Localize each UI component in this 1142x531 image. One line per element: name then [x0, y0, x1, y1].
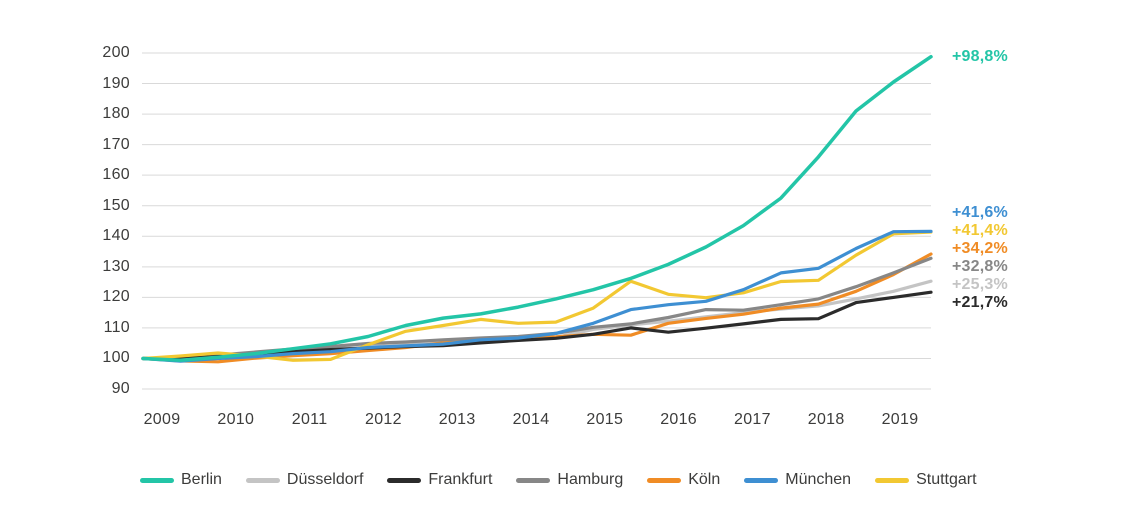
end-label-stuttgart: +41,4%	[952, 222, 1008, 240]
legend-item-berlin: Berlin	[140, 471, 222, 489]
legend-swatch-stuttgart-icon	[875, 477, 910, 483]
legend-swatch-koln-icon	[647, 477, 682, 483]
end-label-dusseldorf: +25,3%	[952, 276, 1008, 294]
y-tick-label-180: 180	[102, 105, 130, 123]
legend-label-koln: Köln	[688, 471, 721, 488]
legend-label-hamburg: Hamburg	[557, 471, 624, 488]
x-tick-label-2010: 2010	[217, 411, 255, 428]
line-hamburg	[141, 256, 933, 361]
y-tick-label-120: 120	[102, 288, 130, 306]
x-tick-label-2016: 2016	[660, 411, 697, 428]
end-label-berlin: +98,8%	[952, 47, 1008, 65]
legend-item-munchen: München	[744, 471, 851, 489]
y-tick-label-200: 200	[102, 44, 130, 61]
legend-label-berlin: Berlin	[181, 471, 222, 488]
y-tick-label-130: 130	[102, 257, 130, 275]
x-tick-label-2018: 2018	[807, 411, 845, 428]
end-label-munchen: +41,6%	[952, 204, 1008, 222]
legend-swatch-munchen-icon	[744, 477, 779, 483]
y-tick-label-160: 160	[102, 166, 130, 184]
y-tick-label-140: 140	[102, 227, 130, 245]
end-label-frankfurt: +21,7%	[952, 294, 1008, 312]
x-tick-label-2011: 2011	[291, 411, 328, 428]
legend-label-dusseldorf: Düsseldorf	[286, 471, 364, 488]
x-tick-label-2015: 2015	[586, 411, 624, 428]
legend-swatch-frankfurt-icon	[387, 477, 422, 483]
legend-swatch-dusseldorf-icon	[245, 477, 280, 483]
y-tick-label-170: 170	[102, 135, 130, 153]
y-tick-label-190: 190	[102, 74, 130, 92]
line-frankfurt	[141, 290, 933, 361]
line-stuttgart	[141, 230, 933, 362]
end-label-hamburg: +32,8%	[952, 258, 1008, 276]
x-tick-label-2017: 2017	[733, 411, 771, 428]
legend-item-koln: Köln	[647, 471, 720, 489]
legend-item-hamburg: Hamburg	[516, 471, 623, 489]
x-tick-label-2012: 2012	[364, 411, 402, 428]
end-label-koln: +34,2%	[952, 240, 1008, 258]
legend-item-dusseldorf: Düsseldorf	[245, 471, 364, 489]
legend-item-frankfurt: Frankfurt	[387, 471, 492, 489]
x-tick-label-2019: 2019	[881, 411, 919, 428]
y-tick-label-90: 90	[111, 380, 130, 397]
chart-legend: Berlin Düsseldorf Frankfurt Hamburg Köln Münc…	[140, 471, 977, 489]
y-tick-label-150: 150	[102, 196, 130, 214]
legend-swatch-hamburg-icon	[516, 477, 551, 483]
legend-label-frankfurt: Frankfurt	[428, 471, 493, 488]
x-tick-label-2013: 2013	[438, 411, 476, 428]
legend-label-munchen: München	[785, 471, 852, 488]
legend-item-stuttgart: Stuttgart	[875, 471, 977, 489]
y-tick-label-110: 110	[103, 318, 130, 336]
line-berlin	[141, 54, 933, 363]
y-tick-label-100: 100	[102, 349, 130, 367]
legend-label-stuttgart: Stuttgart	[916, 471, 977, 488]
x-tick-label-2014: 2014	[512, 411, 550, 428]
line-munchen	[141, 229, 933, 363]
x-tick-label-2009: 2009	[143, 411, 181, 428]
legend-swatch-berlin-icon	[140, 477, 174, 483]
